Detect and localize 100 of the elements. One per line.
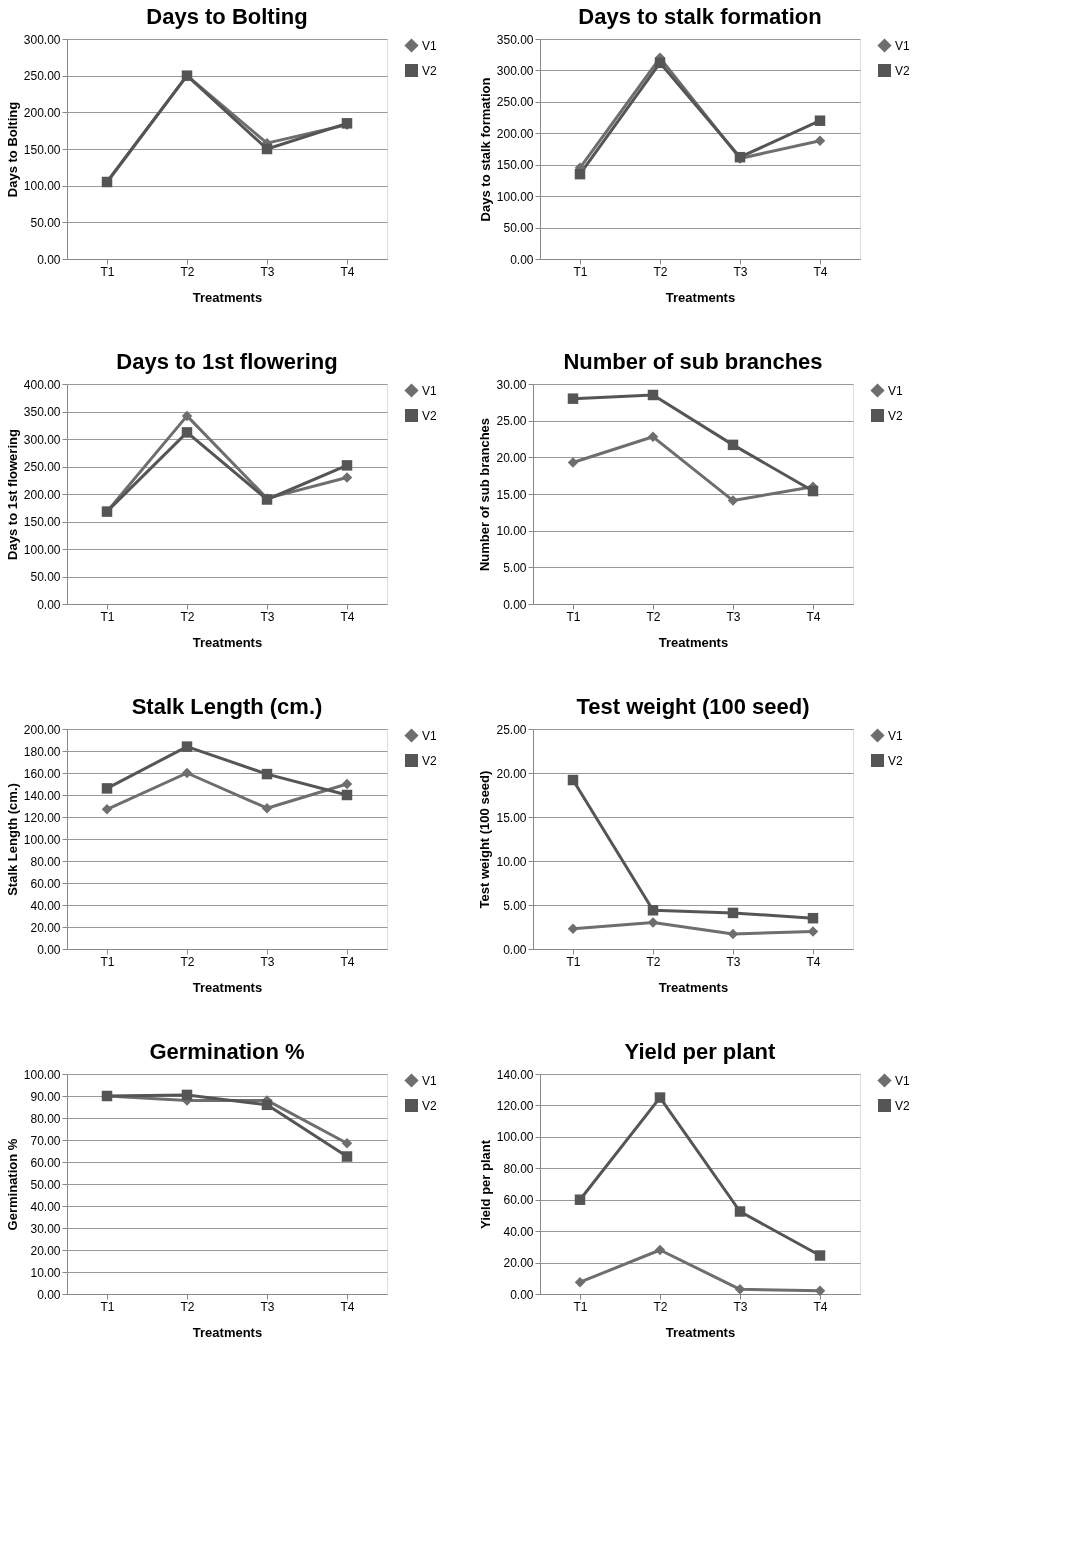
y-tick-label: 50.00 (30, 1177, 61, 1192)
point (574, 1194, 586, 1205)
x-tick-label: T4 (340, 264, 355, 279)
x-tick-label: T1 (100, 954, 115, 969)
x-tick-label: T2 (653, 1299, 668, 1314)
point (734, 1206, 746, 1217)
legend-label: V1 (888, 383, 903, 398)
y-tick-label: 60.00 (30, 1155, 61, 1170)
y-tick-label: 300.00 (23, 32, 61, 47)
y-tick-label: 10.00 (30, 1265, 61, 1280)
y-axis-title: Germination % (4, 1138, 20, 1231)
point (647, 905, 659, 916)
x-tick-label: T2 (646, 954, 661, 969)
point (181, 1089, 193, 1101)
point (574, 168, 586, 180)
y-tick-label: 0.00 (503, 942, 527, 957)
y-tick-label: 100.00 (23, 179, 61, 194)
point (727, 907, 739, 919)
y-tick-label: 150.00 (23, 142, 61, 157)
point (727, 439, 739, 451)
x-tick-label: T1 (566, 609, 581, 624)
point (807, 485, 819, 497)
y-tick-label: 80.00 (30, 1111, 61, 1126)
point (181, 741, 193, 752)
y-tick-label: 20.00 (496, 766, 527, 781)
point (814, 1250, 826, 1261)
point (567, 457, 579, 468)
point (101, 804, 113, 815)
y-tick-label: 40.00 (30, 898, 61, 913)
x-tick-label: T2 (646, 609, 661, 624)
y-tick-label: 250.00 (23, 460, 61, 474)
y-tick-label: 40.00 (30, 1199, 61, 1214)
x-tick-label: T3 (260, 1299, 275, 1314)
x-tick-label: T4 (813, 264, 828, 279)
legend-label: V1 (895, 38, 910, 53)
x-tick-label: T4 (340, 954, 355, 969)
x-axis-title: Treatments (658, 979, 729, 995)
y-tick-label: 160.00 (23, 766, 61, 781)
x-tick-label: T4 (806, 609, 821, 624)
point (814, 115, 826, 126)
y-tick-label: 80.00 (30, 854, 61, 869)
x-tick-label: T3 (733, 264, 748, 279)
y-tick-label: 200.00 (23, 105, 61, 120)
chart-title: Days to stalk formation (578, 4, 822, 29)
chart-title: Days to Bolting (146, 4, 308, 29)
legend-label: V2 (422, 1098, 437, 1113)
x-axis-title: Treatments (192, 1324, 263, 1340)
point (647, 431, 659, 443)
y-tick-label: 0.00 (37, 942, 61, 957)
y-tick-label: 350.00 (23, 405, 61, 419)
y-tick-label: 100.00 (23, 832, 61, 847)
y-axis-title: Days to stalk formation (477, 77, 493, 222)
point (341, 778, 353, 790)
y-tick-label: 25.00 (496, 722, 527, 737)
x-tick-label: T2 (180, 1299, 195, 1314)
y-tick-label: 5.00 (503, 560, 527, 575)
point (341, 472, 353, 483)
point (567, 923, 579, 934)
point (654, 1092, 666, 1103)
y-tick-label: 140.00 (23, 788, 61, 803)
point (261, 143, 273, 155)
legend-label: V2 (422, 408, 437, 423)
x-tick-label: T3 (726, 609, 741, 624)
y-tick-label: 350.00 (496, 32, 534, 47)
chart-title: Test weight (100 seed) (576, 694, 810, 719)
x-tick-label: T4 (340, 1299, 355, 1314)
legend-label: V1 (422, 38, 437, 53)
x-tick-label: T1 (100, 609, 115, 624)
y-tick-label: 180.00 (23, 744, 61, 759)
y-tick-label: 250.00 (23, 69, 61, 84)
point (181, 427, 193, 438)
y-tick-label: 30.00 (30, 1221, 61, 1236)
y-tick-label: 200.00 (496, 126, 534, 141)
y-tick-label: 400.00 (23, 377, 61, 392)
x-tick-label: T2 (180, 264, 195, 279)
point (647, 917, 659, 928)
x-tick-label: T2 (180, 609, 195, 624)
y-tick-label: 0.00 (37, 252, 61, 267)
point (647, 389, 659, 401)
x-tick-label: T3 (726, 954, 741, 969)
legend-label: V1 (422, 728, 437, 743)
y-axis-title: Days to 1st flowering (4, 429, 20, 560)
x-tick-label: T3 (733, 1299, 748, 1314)
point (574, 1276, 586, 1288)
legend-label: V2 (888, 753, 903, 768)
x-tick-label: T1 (100, 264, 115, 279)
y-tick-label: 70.00 (30, 1133, 61, 1148)
legend-label: V2 (888, 408, 903, 423)
legend-label: V1 (422, 383, 437, 398)
y-tick-label: 60.00 (30, 876, 61, 891)
x-tick-label: T4 (806, 954, 821, 969)
legend-label: V1 (422, 1073, 437, 1088)
point (261, 768, 273, 780)
x-tick-label: T2 (180, 954, 195, 969)
y-tick-label: 50.00 (30, 570, 61, 584)
y-tick-label: 0.00 (510, 252, 534, 267)
x-tick-label: T3 (260, 264, 275, 279)
point (341, 460, 353, 471)
point (654, 57, 666, 69)
y-tick-label: 150.00 (496, 158, 534, 173)
